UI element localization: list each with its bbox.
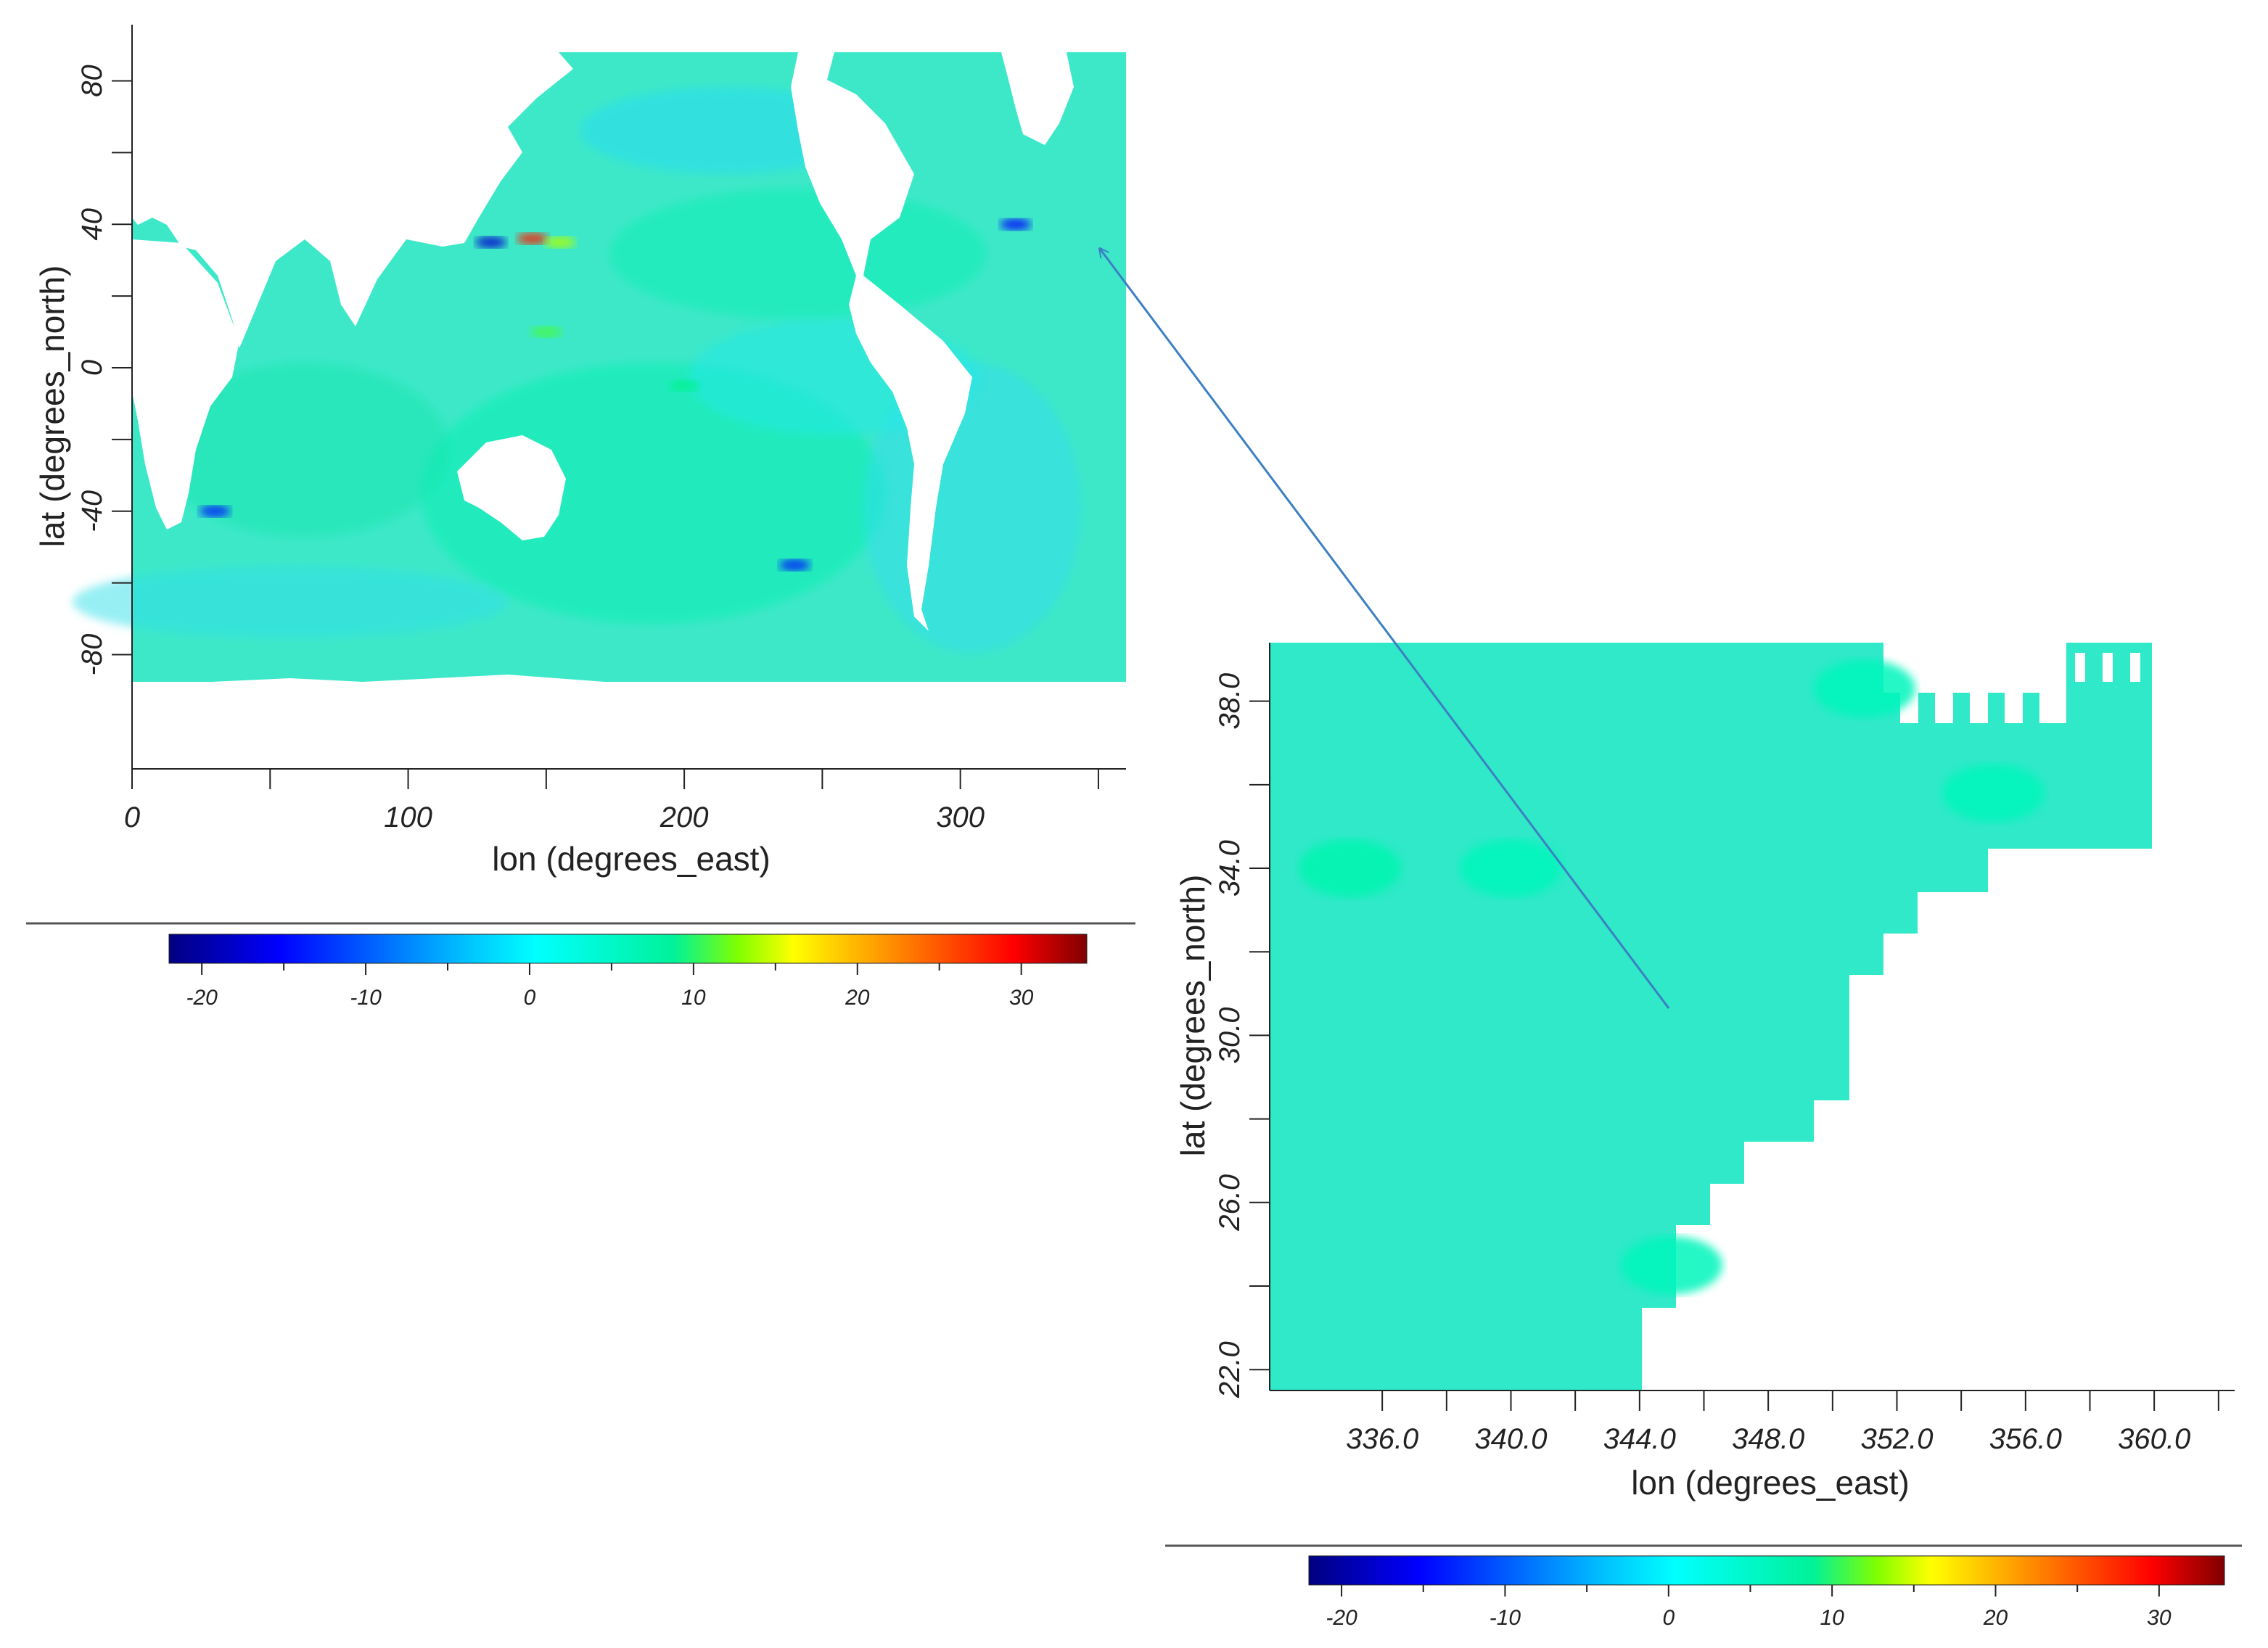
notch <box>2039 693 2066 723</box>
notch <box>2130 653 2140 682</box>
notch <box>2103 653 2113 682</box>
landmass-africa <box>132 239 239 530</box>
notch <box>1935 693 1953 723</box>
anomaly-feature <box>543 236 576 249</box>
global-x-axis-title: lon (degrees_east) <box>492 840 771 878</box>
zoom-link-arrow <box>1100 249 1670 1009</box>
global-colorbar-ticks: -20 -10 0 10 20 30 <box>186 963 1034 1010</box>
notch <box>1918 693 1935 723</box>
y-tick-label: 40 <box>76 208 108 241</box>
x-tick-label: 336.0 <box>1346 1423 1418 1455</box>
y-tick-label: 26.0 <box>1214 1174 1246 1232</box>
landmass-eurasia <box>132 52 573 348</box>
colorbar-tick-label: 10 <box>1820 1606 1844 1630</box>
anomaly-feature <box>199 505 231 517</box>
anomaly-feature <box>999 218 1032 231</box>
ocean-patch <box>160 363 450 537</box>
y-tick-label: -40 <box>76 490 108 532</box>
zoom-y-axis-title: lat (degrees_north) <box>1174 875 1212 1157</box>
colorbar-tick-label: -10 <box>350 986 382 1010</box>
anomaly-feature <box>530 326 562 338</box>
landmass-americas <box>791 52 972 631</box>
anomaly-feature <box>668 379 701 392</box>
x-tick-label: 356.0 <box>1989 1423 2062 1455</box>
y-tick-label: -80 <box>76 634 108 676</box>
x-tick-label: 348.0 <box>1732 1423 1804 1455</box>
notch <box>1953 693 1970 723</box>
notch <box>2005 693 2023 723</box>
zoom-colorbar <box>1308 1555 2225 1586</box>
zoom-x-axis-title: lon (degrees_east) <box>1631 1464 1910 1501</box>
x-tick-label: 344.0 <box>1603 1423 1676 1455</box>
notch <box>1970 693 1988 723</box>
zoom-anomaly-features <box>1299 659 2045 1295</box>
anomaly-feature <box>1942 764 2045 823</box>
anomaly-feature <box>1814 659 1916 718</box>
y-tick-label: 34.0 <box>1214 840 1246 897</box>
colorbar-tick-label: -20 <box>186 986 218 1010</box>
colorbar-tick-label: -10 <box>1490 1606 1521 1630</box>
zoom-ocean-field <box>1270 643 2152 1390</box>
x-tick-label: 300 <box>936 802 985 833</box>
global-plot-area <box>73 52 1126 693</box>
x-tick-label: 340.0 <box>1474 1423 1547 1455</box>
landmass-antarctica-base <box>132 682 1126 691</box>
zoom-map-panel: 336.0 340.0 344.0 348.0 352.0 356.0 360.0 38.0 3… <box>1165 643 2242 1630</box>
y-tick-label: 38.0 <box>1214 673 1246 730</box>
ocean-patch <box>609 189 987 319</box>
colorbar-tick-label: 30 <box>1009 986 1034 1010</box>
y-tick-label: 22.0 <box>1214 1341 1246 1398</box>
x-tick-label: 200 <box>660 802 709 833</box>
colorbar-tick-label: -20 <box>1326 1606 1357 1630</box>
anomaly-feature <box>1299 839 1401 898</box>
x-tick-label: 360.0 <box>2118 1423 2190 1455</box>
colorbar-tick-label: 0 <box>524 986 536 1010</box>
colorbar-tick-label: 30 <box>2147 1606 2172 1630</box>
colorbar-tick-label: 10 <box>681 986 706 1010</box>
global-colorbar <box>168 934 1088 964</box>
x-tick-label: 352.0 <box>1860 1423 1933 1455</box>
y-tick-label: 0 <box>76 360 108 376</box>
anomaly-feature <box>1621 1236 1723 1295</box>
notch <box>2075 653 2085 682</box>
zoom-axis-ticks: 336.0 340.0 344.0 348.0 352.0 356.0 360.0 38.0 3… <box>1214 673 2219 1455</box>
colorbar-tick-label: 20 <box>845 986 870 1010</box>
ocean-patch <box>73 566 508 638</box>
y-tick-label: 30.0 <box>1214 1007 1246 1063</box>
zoom-plot-area <box>1270 643 2152 1390</box>
anomaly-feature <box>516 233 548 245</box>
global-axis-ticks: 0 100 200 300 80 40 0 -40 -80 <box>76 65 1099 833</box>
colorbar-tick-label: 0 <box>1662 1606 1675 1630</box>
notch <box>1988 693 2005 723</box>
anomaly-feature <box>778 559 811 571</box>
landmass-australia <box>457 435 566 540</box>
notch <box>2023 693 2039 723</box>
global-anomaly-features <box>199 218 1032 571</box>
landmass-greenland <box>1001 52 1074 145</box>
x-tick-label: 100 <box>384 802 432 833</box>
global-y-axis-title: lat (degrees_north) <box>33 265 71 548</box>
anomaly-feature <box>1460 839 1562 898</box>
y-tick-label: 80 <box>76 65 108 97</box>
colorbar-tick-label: 20 <box>1983 1606 2008 1630</box>
anomaly-feature <box>474 236 507 249</box>
x-tick-label: 0 <box>124 802 140 833</box>
zoom-colorbar-ticks: -20 -10 0 10 20 30 <box>1326 1585 2172 1630</box>
